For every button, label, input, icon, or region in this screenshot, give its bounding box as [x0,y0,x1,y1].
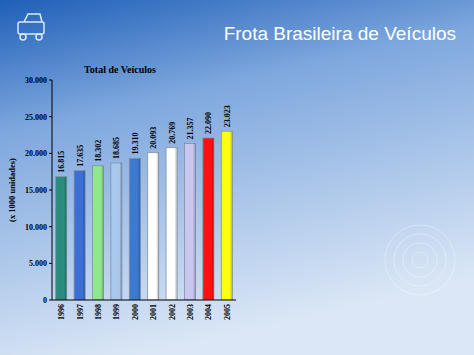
data-label: 20.093 [149,127,158,149]
chart-title: Total de Veículos [84,64,156,75]
x-tick-label: 1996 [57,304,66,320]
y-tick-label: 0 [43,296,47,305]
x-tick-label: 2001 [149,304,158,320]
y-axis-label: (x 1000 unidades) [7,158,17,222]
slide-title: Frota Brasileira de Veículos [224,23,456,44]
bar [221,131,232,300]
bar [92,166,103,300]
bar [74,171,85,300]
bar-shade [83,171,85,300]
slide: Frota Brasileira de Veículos Total de Veí… [0,0,474,355]
data-label: 23.023 [223,105,232,127]
decoration [394,234,446,286]
bar-shade [65,177,67,300]
icon-wheel [36,34,42,40]
x-axis [52,300,236,301]
logo-icon [18,14,44,40]
data-label: 19.310 [131,132,140,154]
x-tick-label: 1997 [76,304,85,320]
data-label: 18.302 [94,140,103,162]
decoration [385,225,455,295]
data-label: 18.685 [112,137,121,159]
bar [184,143,195,300]
x-tick-label: 2005 [223,304,232,320]
bar-shade [157,153,159,300]
x-tick-label: 1998 [94,304,103,320]
data-label: 17.635 [76,145,85,167]
bar-shade [102,166,104,300]
bar [129,158,140,300]
data-label: 21.357 [186,117,195,139]
bar [148,153,159,300]
x-tick-label: 1999 [112,304,121,320]
bar-shade [230,131,232,300]
data-label: 22.090 [204,112,213,134]
y-tick-label: 5.000 [29,259,47,268]
x-tick-label: 2002 [168,304,177,320]
y-tick-label: 25.000 [25,113,47,122]
y-tick-label: 10.000 [25,223,47,232]
y-tick-label: 15.000 [25,186,47,195]
bar-shade [212,138,214,300]
bar-shade [175,148,177,300]
background [0,0,474,355]
x-tick-label: 2003 [186,304,195,320]
decoration [403,243,437,277]
bar-shade [194,143,196,300]
bar-shade [138,158,140,300]
y-axis [52,80,53,300]
data-label: 16.815 [57,151,66,173]
y-tick-label: 30.000 [25,76,47,85]
icon-body [18,22,44,34]
bar [203,138,214,300]
bar [56,177,67,300]
bar-shade [120,163,122,300]
icon-wheel [20,34,26,40]
decoration [412,252,428,268]
data-label: 20.769 [168,122,177,144]
bars [56,131,233,300]
y-tick-label: 20.000 [25,149,47,158]
x-tick-label: 2004 [204,304,213,320]
bar [166,148,177,300]
icon-top [24,14,42,22]
bar [111,163,122,300]
x-tick-label: 2000 [131,304,140,320]
